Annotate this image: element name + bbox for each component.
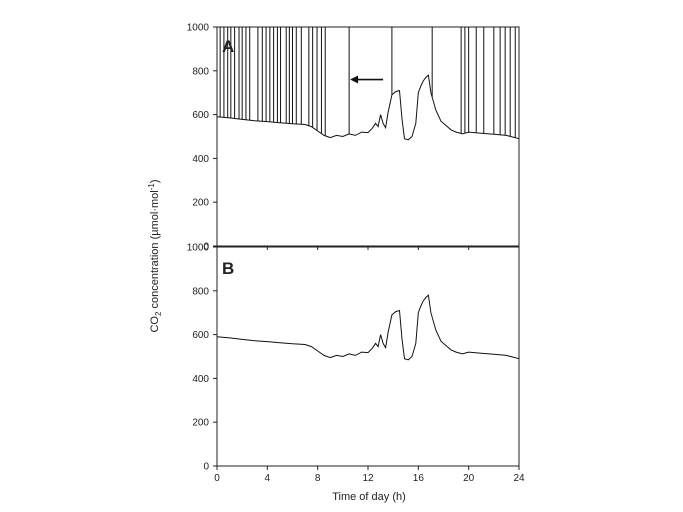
panel-a-y-tick-label: 800: [192, 66, 209, 77]
x-tick-label: 12: [362, 473, 374, 484]
panel-b-y-tick-label: 600: [192, 330, 209, 341]
x-tick-label: 20: [463, 473, 475, 484]
y-axis-title-prefix: CO: [149, 316, 161, 333]
panel-a-arrow-head: [350, 75, 359, 84]
panel-a-y-tick-label: 1000: [187, 23, 210, 34]
x-tick-label: 16: [413, 473, 425, 484]
y-axis-title-subscript: 2: [154, 311, 163, 316]
panel-b-y-tick-label: 0: [203, 462, 209, 473]
panel-b-frame: [216, 246, 520, 467]
panel-b-label: B: [222, 259, 234, 278]
x-tick-label: 0: [214, 473, 220, 484]
panel-a-y-tick-label: 200: [192, 198, 209, 209]
x-tick-label: 24: [513, 473, 525, 484]
panel-b-y-tick-label: 200: [192, 418, 209, 429]
x-tick-label: 4: [265, 473, 271, 484]
panel-a-y-tick-label: 0: [203, 242, 209, 253]
panel-a-plot: 0 200 400 600 800 1000: [187, 23, 520, 253]
panel-b-y-tick-label: 400: [192, 374, 209, 385]
y-axis-title-close: ): [149, 179, 161, 183]
panel-b-y-tick-label: 800: [192, 286, 209, 297]
y-axis-title-suffix: concentration (µmol·mol: [149, 190, 161, 311]
panel-b-y-tick-label: 1000: [187, 243, 210, 254]
panel-b-co2-line: [216, 294, 520, 361]
panel-a-y-tick-label: 400: [192, 154, 209, 165]
y-axis-title-superscript: -1: [147, 183, 156, 191]
y-axis-title: CO2 concentration (µmol·mol-1): [147, 179, 163, 332]
x-axis-title: Time of day (h): [332, 491, 406, 503]
panel-a-y-tick-label: 600: [192, 110, 209, 121]
x-tick-label: 8: [315, 473, 321, 484]
panel-a-label: A: [222, 37, 234, 56]
